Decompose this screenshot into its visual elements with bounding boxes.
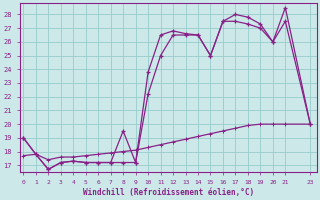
X-axis label: Windchill (Refroidissement éolien,°C): Windchill (Refroidissement éolien,°C): [83, 188, 254, 197]
